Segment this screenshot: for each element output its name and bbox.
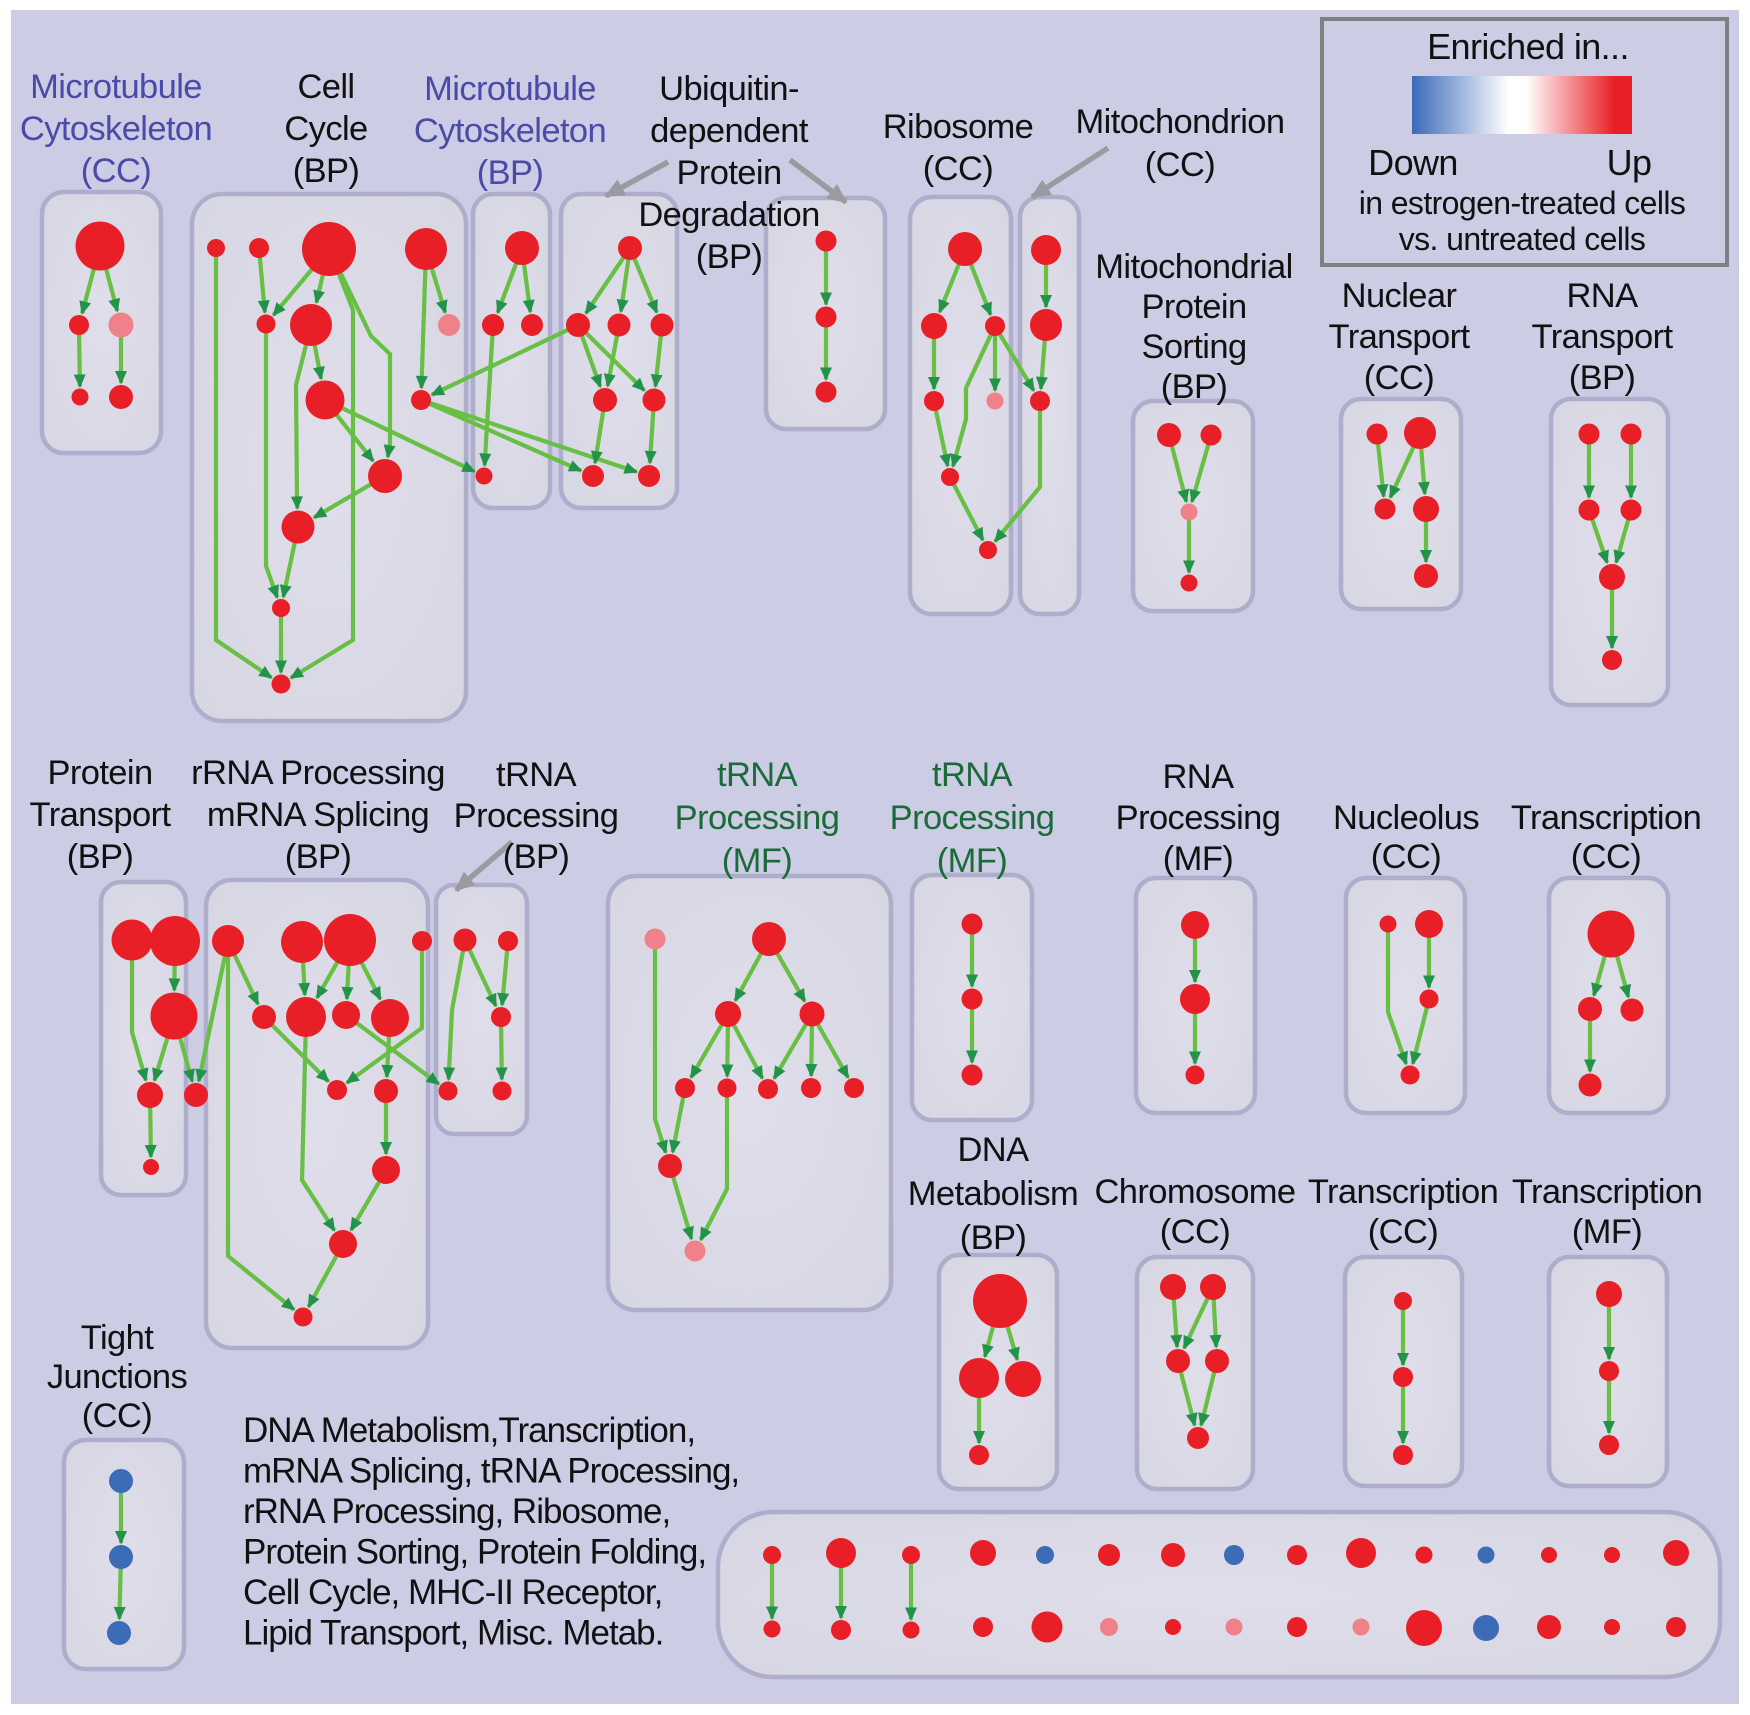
- svg-text:Cell: Cell: [297, 68, 354, 106]
- svg-text:(CC): (CC): [82, 1397, 152, 1435]
- svg-text:Transcription: Transcription: [1308, 1173, 1498, 1211]
- svg-text:(BP): (BP): [285, 838, 352, 876]
- svg-text:(MF): (MF): [722, 842, 792, 880]
- svg-text:Transport: Transport: [1532, 318, 1674, 356]
- svg-text:Degradation: Degradation: [638, 196, 819, 234]
- svg-text:Cytoskeleton: Cytoskeleton: [20, 110, 212, 148]
- svg-text:Protein: Protein: [47, 754, 152, 792]
- svg-text:Processing: Processing: [890, 799, 1055, 837]
- svg-text:vs. untreated cells: vs. untreated cells: [1399, 221, 1646, 257]
- svg-text:rRNA Processing: rRNA Processing: [191, 754, 445, 792]
- svg-text:Mitochondrial: Mitochondrial: [1095, 248, 1292, 286]
- svg-text:(BP): (BP): [477, 154, 544, 192]
- svg-text:(MF): (MF): [1163, 840, 1233, 878]
- svg-text:Down: Down: [1368, 142, 1458, 183]
- svg-text:mRNA Splicing, tRNA Processing: mRNA Splicing, tRNA Processing,: [243, 1452, 739, 1491]
- svg-text:Chromosome: Chromosome: [1094, 1173, 1295, 1211]
- svg-text:Nucleolus: Nucleolus: [1333, 799, 1479, 837]
- svg-text:mRNA Splicing: mRNA Splicing: [207, 796, 429, 834]
- svg-text:Metabolism: Metabolism: [908, 1175, 1078, 1213]
- svg-text:Microtubule: Microtubule: [424, 70, 596, 108]
- svg-text:(BP): (BP): [1161, 368, 1228, 406]
- svg-text:(CC): (CC): [1371, 838, 1441, 876]
- svg-text:dependent: dependent: [650, 112, 809, 150]
- svg-text:(CC): (CC): [1364, 359, 1434, 397]
- svg-text:(BP): (BP): [67, 838, 134, 876]
- svg-text:RNA: RNA: [1566, 277, 1638, 315]
- svg-text:Processing: Processing: [675, 799, 840, 837]
- svg-text:Protein Sorting, Protein Foldi: Protein Sorting, Protein Folding,: [243, 1533, 706, 1572]
- svg-text:Processing: Processing: [454, 797, 619, 835]
- svg-text:Transport: Transport: [30, 796, 172, 834]
- svg-text:Enriched in...: Enriched in...: [1427, 26, 1629, 67]
- svg-text:Cytoskeleton: Cytoskeleton: [414, 112, 606, 150]
- svg-text:DNA Metabolism,Transcription,: DNA Metabolism,Transcription,: [243, 1411, 695, 1450]
- svg-text:(CC): (CC): [1571, 838, 1641, 876]
- svg-text:(BP): (BP): [503, 838, 570, 876]
- svg-text:(BP): (BP): [293, 152, 360, 190]
- svg-text:(CC): (CC): [1160, 1213, 1230, 1251]
- svg-text:Transport: Transport: [1329, 318, 1471, 356]
- svg-text:DNA: DNA: [957, 1131, 1029, 1169]
- svg-text:Protein: Protein: [676, 154, 781, 192]
- svg-text:Nuclear: Nuclear: [1342, 277, 1457, 315]
- svg-text:Protein: Protein: [1141, 288, 1246, 326]
- svg-text:Junctions: Junctions: [47, 1358, 187, 1396]
- svg-text:tRNA: tRNA: [932, 756, 1013, 794]
- svg-text:rRNA Processing, Ribosome,: rRNA Processing, Ribosome,: [243, 1492, 670, 1531]
- svg-text:Tight: Tight: [81, 1319, 154, 1357]
- svg-text:RNA: RNA: [1162, 758, 1234, 796]
- svg-text:(MF): (MF): [1572, 1213, 1642, 1251]
- svg-text:(BP): (BP): [696, 238, 763, 276]
- svg-text:tRNA: tRNA: [717, 756, 798, 794]
- svg-text:(BP): (BP): [960, 1219, 1027, 1257]
- svg-text:Up: Up: [1607, 142, 1652, 183]
- svg-text:(CC): (CC): [1368, 1213, 1438, 1251]
- svg-text:tRNA: tRNA: [496, 756, 577, 794]
- svg-text:Transcription: Transcription: [1512, 1173, 1702, 1211]
- svg-text:Ribosome: Ribosome: [883, 108, 1034, 146]
- svg-text:(CC): (CC): [1145, 146, 1215, 184]
- svg-text:Sorting: Sorting: [1141, 328, 1246, 366]
- svg-text:Lipid Transport, Misc. Metab.: Lipid Transport, Misc. Metab.: [243, 1614, 663, 1653]
- svg-text:Processing: Processing: [1116, 799, 1281, 837]
- svg-text:Cycle: Cycle: [284, 110, 367, 148]
- svg-text:(CC): (CC): [923, 150, 993, 188]
- svg-text:(BP): (BP): [1569, 359, 1636, 397]
- svg-text:Transcription: Transcription: [1511, 799, 1701, 837]
- svg-text:Ubiquitin-: Ubiquitin-: [659, 70, 799, 108]
- svg-text:Cell Cycle, MHC-II Receptor,: Cell Cycle, MHC-II Receptor,: [243, 1573, 662, 1612]
- svg-text:Microtubule: Microtubule: [30, 68, 202, 106]
- svg-text:Mitochondrion: Mitochondrion: [1076, 103, 1285, 141]
- svg-text:(MF): (MF): [937, 842, 1007, 880]
- svg-text:in estrogen-treated cells: in estrogen-treated cells: [1359, 185, 1686, 221]
- svg-text:(CC): (CC): [81, 152, 151, 190]
